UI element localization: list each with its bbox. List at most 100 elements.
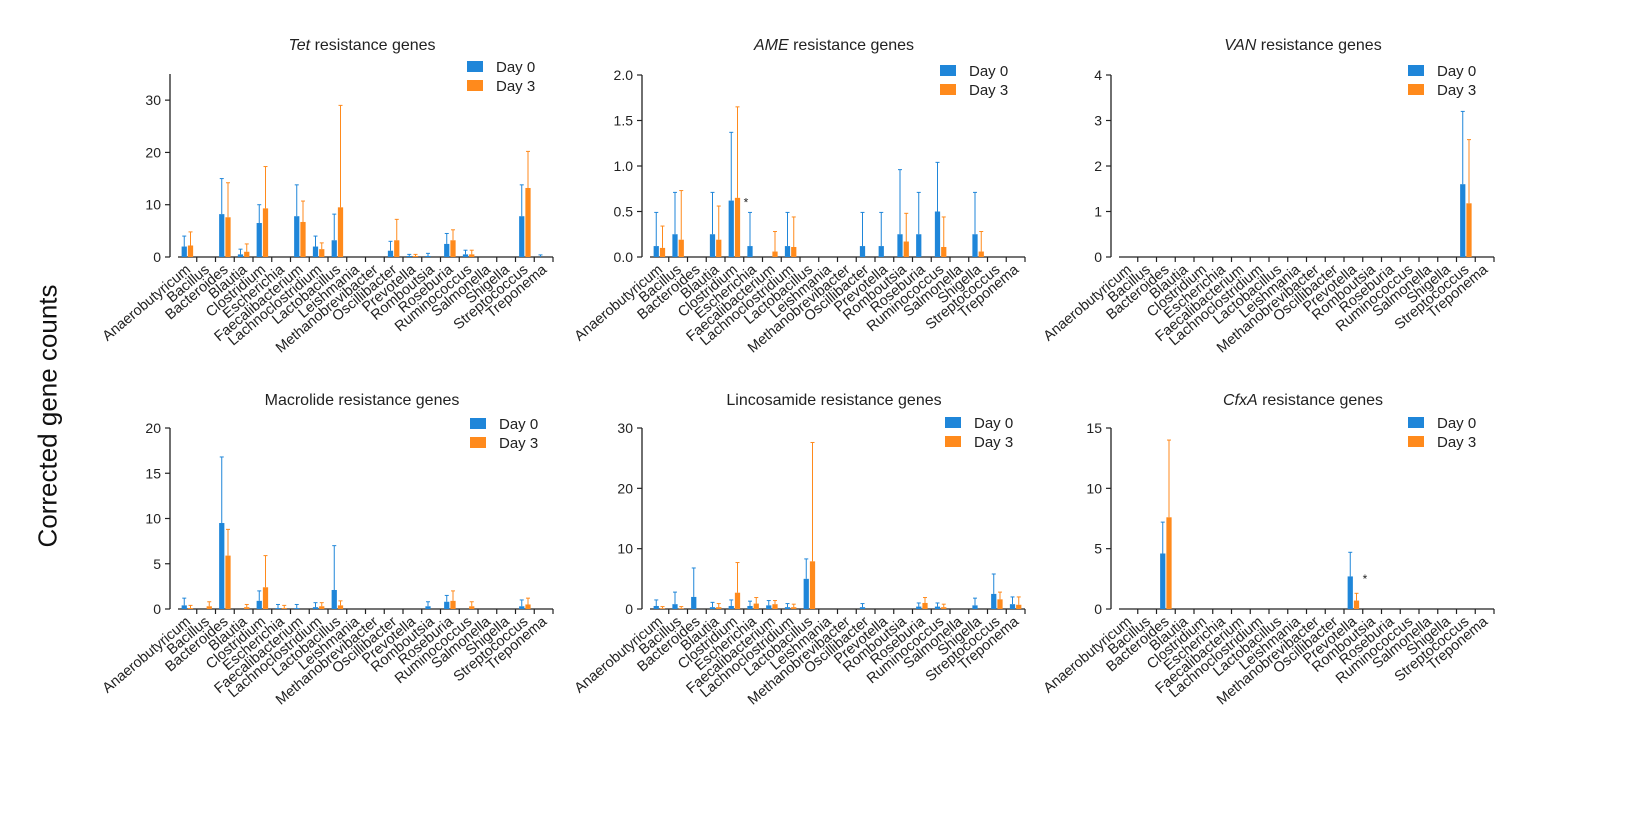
y-tick-label: 30 — [617, 420, 633, 436]
chart-panel-2: AME resistance genes0.00.51.01.52.0Anaer… — [572, 37, 1026, 356]
y-tick-label: 2 — [1094, 158, 1102, 174]
y-tick-label: 0 — [1094, 249, 1102, 265]
chart-panel-5: Lincosamide resistance genes0102030Anaer… — [572, 392, 1026, 708]
chart-panel-4: Macrolide resistance genes05101520Anaero… — [100, 392, 554, 708]
bar-day0-anaerobutyricum — [181, 605, 187, 609]
legend-swatch-day0 — [940, 65, 956, 76]
bar-day3-clostridium — [734, 197, 741, 257]
bar-day0-escherichia — [747, 246, 753, 257]
bar-day3-bacteroides — [1166, 517, 1172, 609]
bar-day3-lactobacillus — [337, 207, 344, 257]
legend-label-day3: Day 3 — [496, 78, 535, 95]
legend-swatch-day3 — [467, 80, 483, 91]
bar-day0-bacillus — [672, 234, 678, 257]
bar-day3-streptococcus — [525, 187, 531, 257]
bar-day3-bacillus — [678, 239, 684, 257]
bar-day3-lachnoclostridium — [791, 607, 797, 609]
bar-day0-clostridium — [256, 600, 262, 609]
bar-day3-faecalibacterium — [300, 221, 306, 257]
bar-day3-oscillibacter — [394, 240, 400, 257]
legend-swatch-day3 — [470, 437, 486, 448]
bar-day3-clostridium — [734, 592, 741, 609]
y-tick-label: 0.0 — [614, 249, 634, 265]
bar-day3-anaerobutyricum — [187, 608, 194, 609]
chart-panel-3: VAN resistance genes01234Anaerobutyricum… — [1041, 37, 1495, 356]
chart-title: Lincosamide resistance genes — [726, 392, 941, 409]
legend-label-day0: Day 0 — [496, 59, 535, 76]
y-tick-label: 20 — [145, 144, 161, 160]
bar-day3-bacillus — [206, 606, 212, 609]
bar-day3-lactobacillus — [809, 561, 816, 609]
legend-label-day3: Day 3 — [1437, 82, 1476, 99]
significance-star: * — [744, 196, 749, 210]
legend-swatch-day3 — [1408, 436, 1424, 447]
bar-day0-roseburia — [916, 234, 922, 257]
bar-day3-bacillus — [678, 608, 684, 609]
bar-day3-bacteroides — [225, 555, 231, 609]
bar-day3-escherichia — [753, 603, 759, 609]
bar-day3-streptococcus — [1466, 203, 1472, 257]
legend-swatch-day3 — [945, 436, 961, 447]
bar-day0-streptococcus — [519, 606, 525, 609]
chart-title: Macrolide resistance genes — [265, 392, 460, 409]
bar-day0-escherichia — [275, 608, 281, 609]
bar-day0-lachnoclostridium — [312, 246, 319, 257]
bar-day0-ruminococcus — [934, 606, 941, 609]
y-tick-label: 10 — [145, 511, 161, 527]
legend-label-day0: Day 0 — [1437, 415, 1476, 432]
y-tick-label: 10 — [617, 541, 633, 557]
bar-day3-blautia — [244, 251, 250, 257]
bar-day0-bacillus — [672, 604, 678, 609]
bar-day3-roseburia — [922, 602, 928, 609]
legend-label-day0: Day 0 — [499, 416, 538, 433]
bar-day3-faecalibacterium — [772, 604, 778, 609]
y-tick-label: 1.0 — [614, 158, 634, 174]
bar-day0-lactobacillus — [803, 578, 809, 609]
bar-day0-bacteroides — [219, 214, 225, 257]
bar-day0-shigella — [972, 605, 978, 609]
y-tick-label: 20 — [145, 420, 161, 436]
bar-day0-anaerobutyricum — [653, 605, 659, 609]
bar-day0-clostridium — [728, 200, 734, 257]
bar-day3-prevotella — [1353, 600, 1360, 609]
bar-day0-bacteroides — [691, 596, 697, 609]
bar-day0-romboutsia — [425, 255, 431, 257]
bar-day0-lactobacillus — [331, 240, 337, 257]
bar-day0-treponema — [1009, 604, 1016, 609]
bar-day0-prevotella — [878, 246, 884, 257]
legend-label-day3: Day 3 — [499, 435, 538, 452]
bar-day0-oscillibacter — [387, 250, 394, 257]
bar-day0-oscillibacter — [859, 607, 866, 609]
chart-title: VAN resistance genes — [1224, 37, 1381, 54]
y-tick-label: 0.5 — [614, 204, 634, 220]
bar-day3-blautia — [716, 239, 722, 257]
bar-day3-roseburia — [450, 240, 456, 257]
bar-day3-ruminococcus — [469, 254, 475, 257]
y-tick-label: 0 — [153, 601, 161, 617]
y-tick-label: 0 — [625, 601, 633, 617]
legend-label-day0: Day 0 — [969, 63, 1008, 80]
legend-swatch-day3 — [940, 84, 956, 95]
legend-label-day0: Day 0 — [1437, 63, 1476, 80]
bar-day3-roseburia — [450, 600, 456, 609]
legend-swatch-day3 — [1408, 84, 1424, 95]
bar-day0-ruminococcus — [934, 211, 941, 257]
legend-label-day3: Day 3 — [1437, 434, 1476, 451]
bar-day0-romboutsia — [897, 234, 903, 257]
bar-day3-lachnoclostridium — [319, 606, 325, 609]
significance-star: * — [1363, 572, 1368, 586]
bar-day0-bacteroides — [219, 523, 225, 609]
bar-day0-streptococcus — [991, 593, 997, 609]
bar-day3-bacteroides — [225, 217, 231, 257]
bar-day3-lachnoclostridium — [791, 246, 797, 257]
bar-day3-prevotella — [412, 255, 419, 257]
bar-day0-blautia — [709, 234, 716, 257]
legend-swatch-day0 — [467, 61, 483, 72]
bar-day3-escherichia — [281, 608, 287, 609]
bar-day0-prevotella — [1347, 576, 1353, 609]
bar-day0-anaerobutyricum — [181, 246, 187, 257]
chart-panel-1: Tet resistance genes0102030Anaerobutyric… — [100, 37, 554, 356]
y-tick-label: 0 — [153, 249, 161, 265]
bar-day0-faecalibacterium — [294, 216, 300, 257]
